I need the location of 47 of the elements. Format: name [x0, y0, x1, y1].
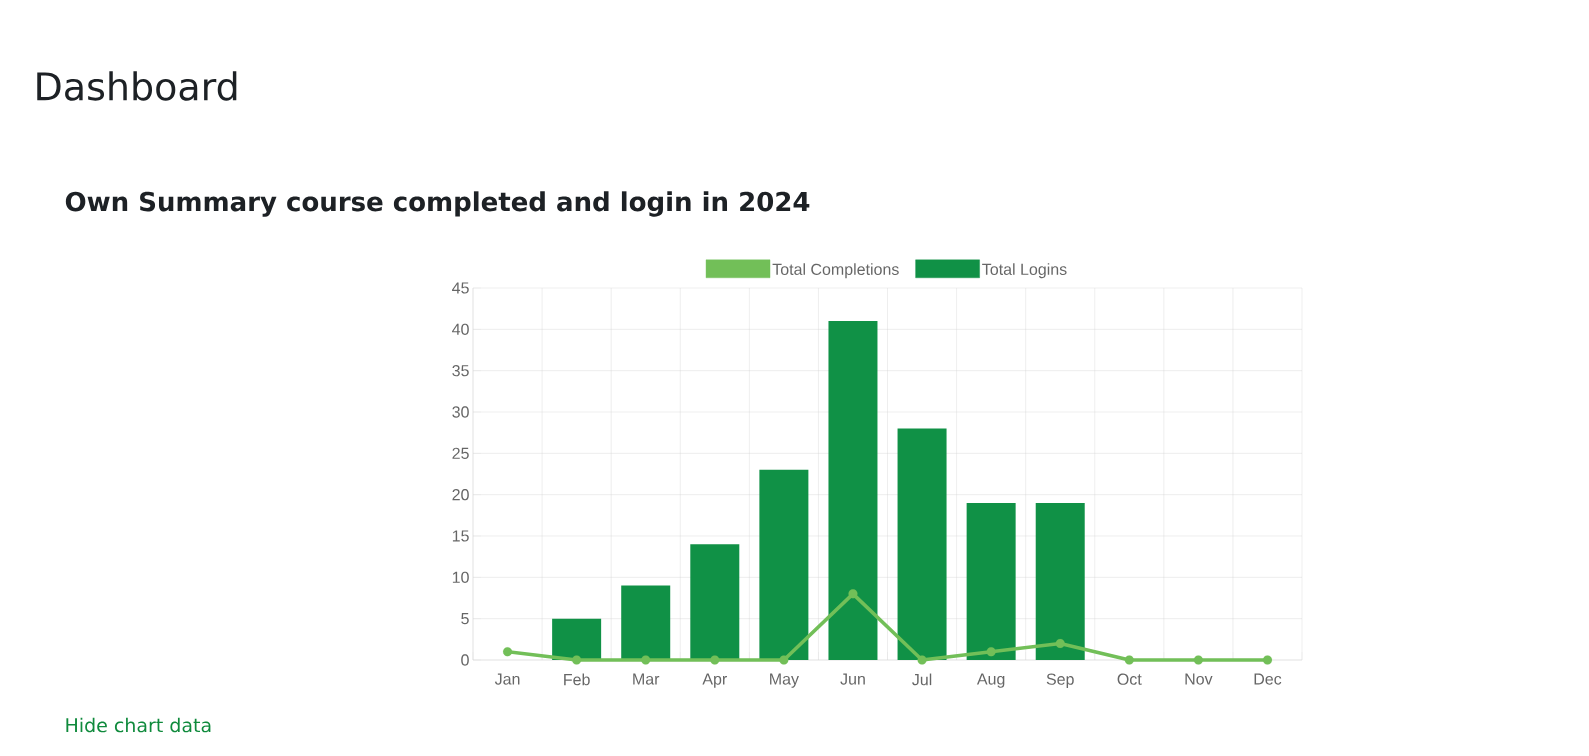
x-tick-label: Sep: [1046, 673, 1074, 689]
x-tick-label: Nov: [1185, 673, 1213, 685]
point: [1124, 655, 1134, 665]
x-tick-label: May: [770, 673, 799, 688]
y-tick-label: 25: [452, 447, 469, 459]
legend-label: Total Logins: [982, 263, 1067, 279]
legend-label: Total Completions: [772, 263, 899, 279]
point: [1055, 638, 1065, 649]
bar: [621, 585, 671, 660]
bar: [897, 428, 947, 660]
text: Dashboard: [37, 71, 237, 101]
y-tick-label: 15: [452, 530, 469, 542]
bar: [1035, 502, 1085, 660]
y-tick-label: 10: [452, 571, 469, 583]
x-tick-label: Jun: [840, 673, 865, 685]
point: [848, 589, 858, 599]
x-tick-label: Jul: [912, 673, 932, 686]
x-tick-label: Feb: [564, 673, 590, 686]
x-tick-label: Dec: [1254, 673, 1282, 685]
y-tick-label: 30: [452, 406, 469, 418]
point: [502, 647, 513, 657]
x-tick-label: Aug: [976, 673, 1005, 688]
x-tick-label: Mar: [633, 673, 660, 685]
y-tick-label: 40: [452, 323, 469, 335]
chart-subtitle: Own Summary course completed and login in 2024: [65, 191, 810, 217]
point: [1262, 655, 1273, 665]
bar: [690, 544, 740, 660]
point: [641, 655, 651, 665]
x-tick-label: Apr: [702, 673, 727, 688]
point: [572, 655, 582, 665]
y-tick-label: 35: [452, 365, 469, 377]
bar: [966, 502, 1016, 660]
y-tick-label: 45: [452, 282, 469, 294]
y-tick-label: 5: [461, 613, 469, 625]
point: [986, 647, 996, 657]
point: [1193, 655, 1203, 665]
point: [917, 655, 927, 665]
y-tick-label: 0: [461, 654, 469, 666]
x-tick-label: Oct: [1117, 673, 1142, 685]
y-tick-label: 20: [452, 489, 469, 501]
point: [779, 655, 789, 665]
bar: [552, 618, 602, 660]
text: Hide chart data: [66, 717, 211, 733]
bar: [828, 321, 878, 660]
x-tick-label: Jan: [494, 673, 520, 685]
bar: [759, 469, 809, 660]
point: [710, 655, 720, 665]
